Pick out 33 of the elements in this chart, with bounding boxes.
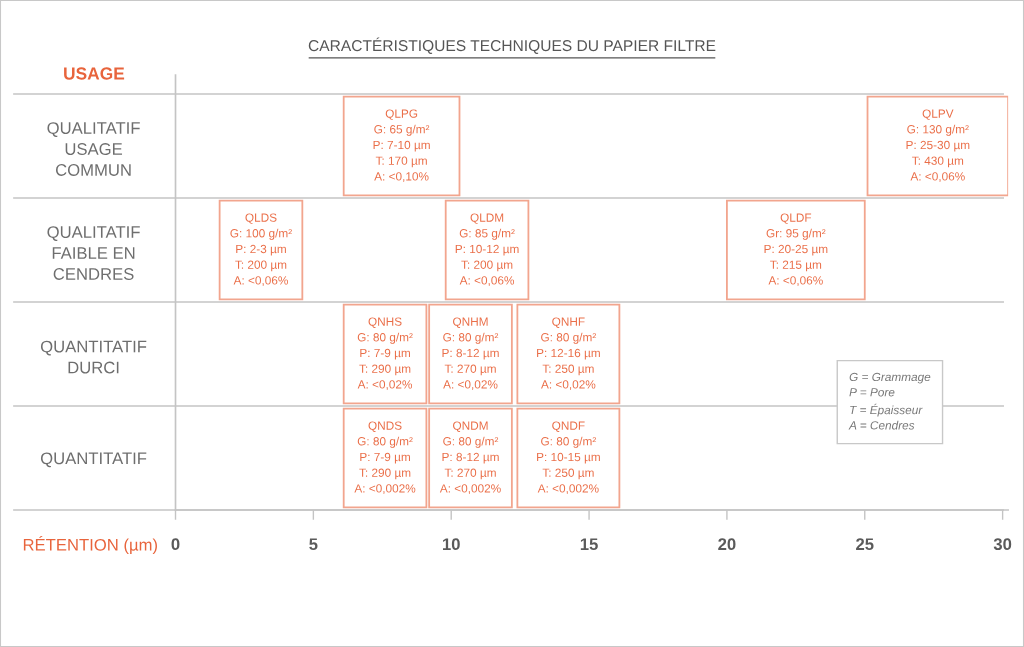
annotation: QNHS G: 80 g/m² P: 7-9 µm T: 290 µm A: <0,02% <box>357 317 413 390</box>
annotation: QNHF G: 80 g/m² P: 12-16 µm T: 250 µm A: <0,02% <box>537 317 600 390</box>
annotation: QNHM G: 80 g/m² P: 8-12 µm T: 270 µm A: <0,02% <box>442 317 499 390</box>
annotation: G = Grammage P = Pore T = Épaisseur A = Cendres <box>848 372 931 430</box>
annotation: QNDM G: 80 g/m² P: 8-12 µm T: 270 µm A: <0,002% <box>439 421 501 495</box>
annotation: QLPV G: 130 g/m² P: 25-30 µm T: 430 µm A: <0,06% <box>906 109 970 182</box>
annotation: QLDS G: 100 g/m² P: 2-3 µm T: 200 µm A: <0,06% <box>230 213 292 286</box>
bar <box>516 303 621 405</box>
x-tick-label: 20 <box>718 538 736 551</box>
x-tick-label: 0 <box>171 538 180 551</box>
annotation: QLDM G: 85 g/m² P: 10-12 µm T: 200 µm A: <0,06% <box>455 213 519 286</box>
x-tick-label: 15 <box>580 538 598 551</box>
x-axis-title: RÉTENTION (µm) <box>23 536 157 555</box>
y-tick-label: QUALITATIF FAIBLE EN CENDRES <box>47 226 140 280</box>
annotation: QLPG G: 65 g/m² P: 7-10 µm T: 170 µm A: <0,10% <box>373 109 430 182</box>
x-tick-label: 25 <box>856 538 874 551</box>
bar <box>866 95 1009 197</box>
bar <box>342 95 461 197</box>
x-tick-label: 10 <box>442 538 460 551</box>
chart-title: CARACTÉRISTIQUES TECHNIQUES DU PAPIER FILTRE <box>308 37 716 54</box>
annotation: QLDF Gr: 95 g/m² P: 20-25 µm T: 215 µm A: <0,06% <box>764 213 828 286</box>
bar <box>516 407 621 509</box>
x-tick-label: 30 <box>993 538 1012 551</box>
bar <box>726 199 866 301</box>
y-axis-title: USAGE <box>64 67 125 80</box>
annotation: QNDS G: 80 g/m² P: 7-9 µm T: 290 µm A: <0,002% <box>354 421 416 495</box>
annotation: QNDF G: 80 g/m² P: 10-15 µm T: 250 µm A: <0,002% <box>537 421 600 495</box>
bar <box>218 199 304 301</box>
y-tick-label: QUALITATIF USAGE COMMUN <box>47 122 140 176</box>
x-tick-label: 5 <box>309 538 318 551</box>
y-tick-label: QUANTITATIF <box>40 452 147 468</box>
y-tick-label: QUANTITATIF DURCI <box>40 340 147 374</box>
bar <box>444 199 530 301</box>
